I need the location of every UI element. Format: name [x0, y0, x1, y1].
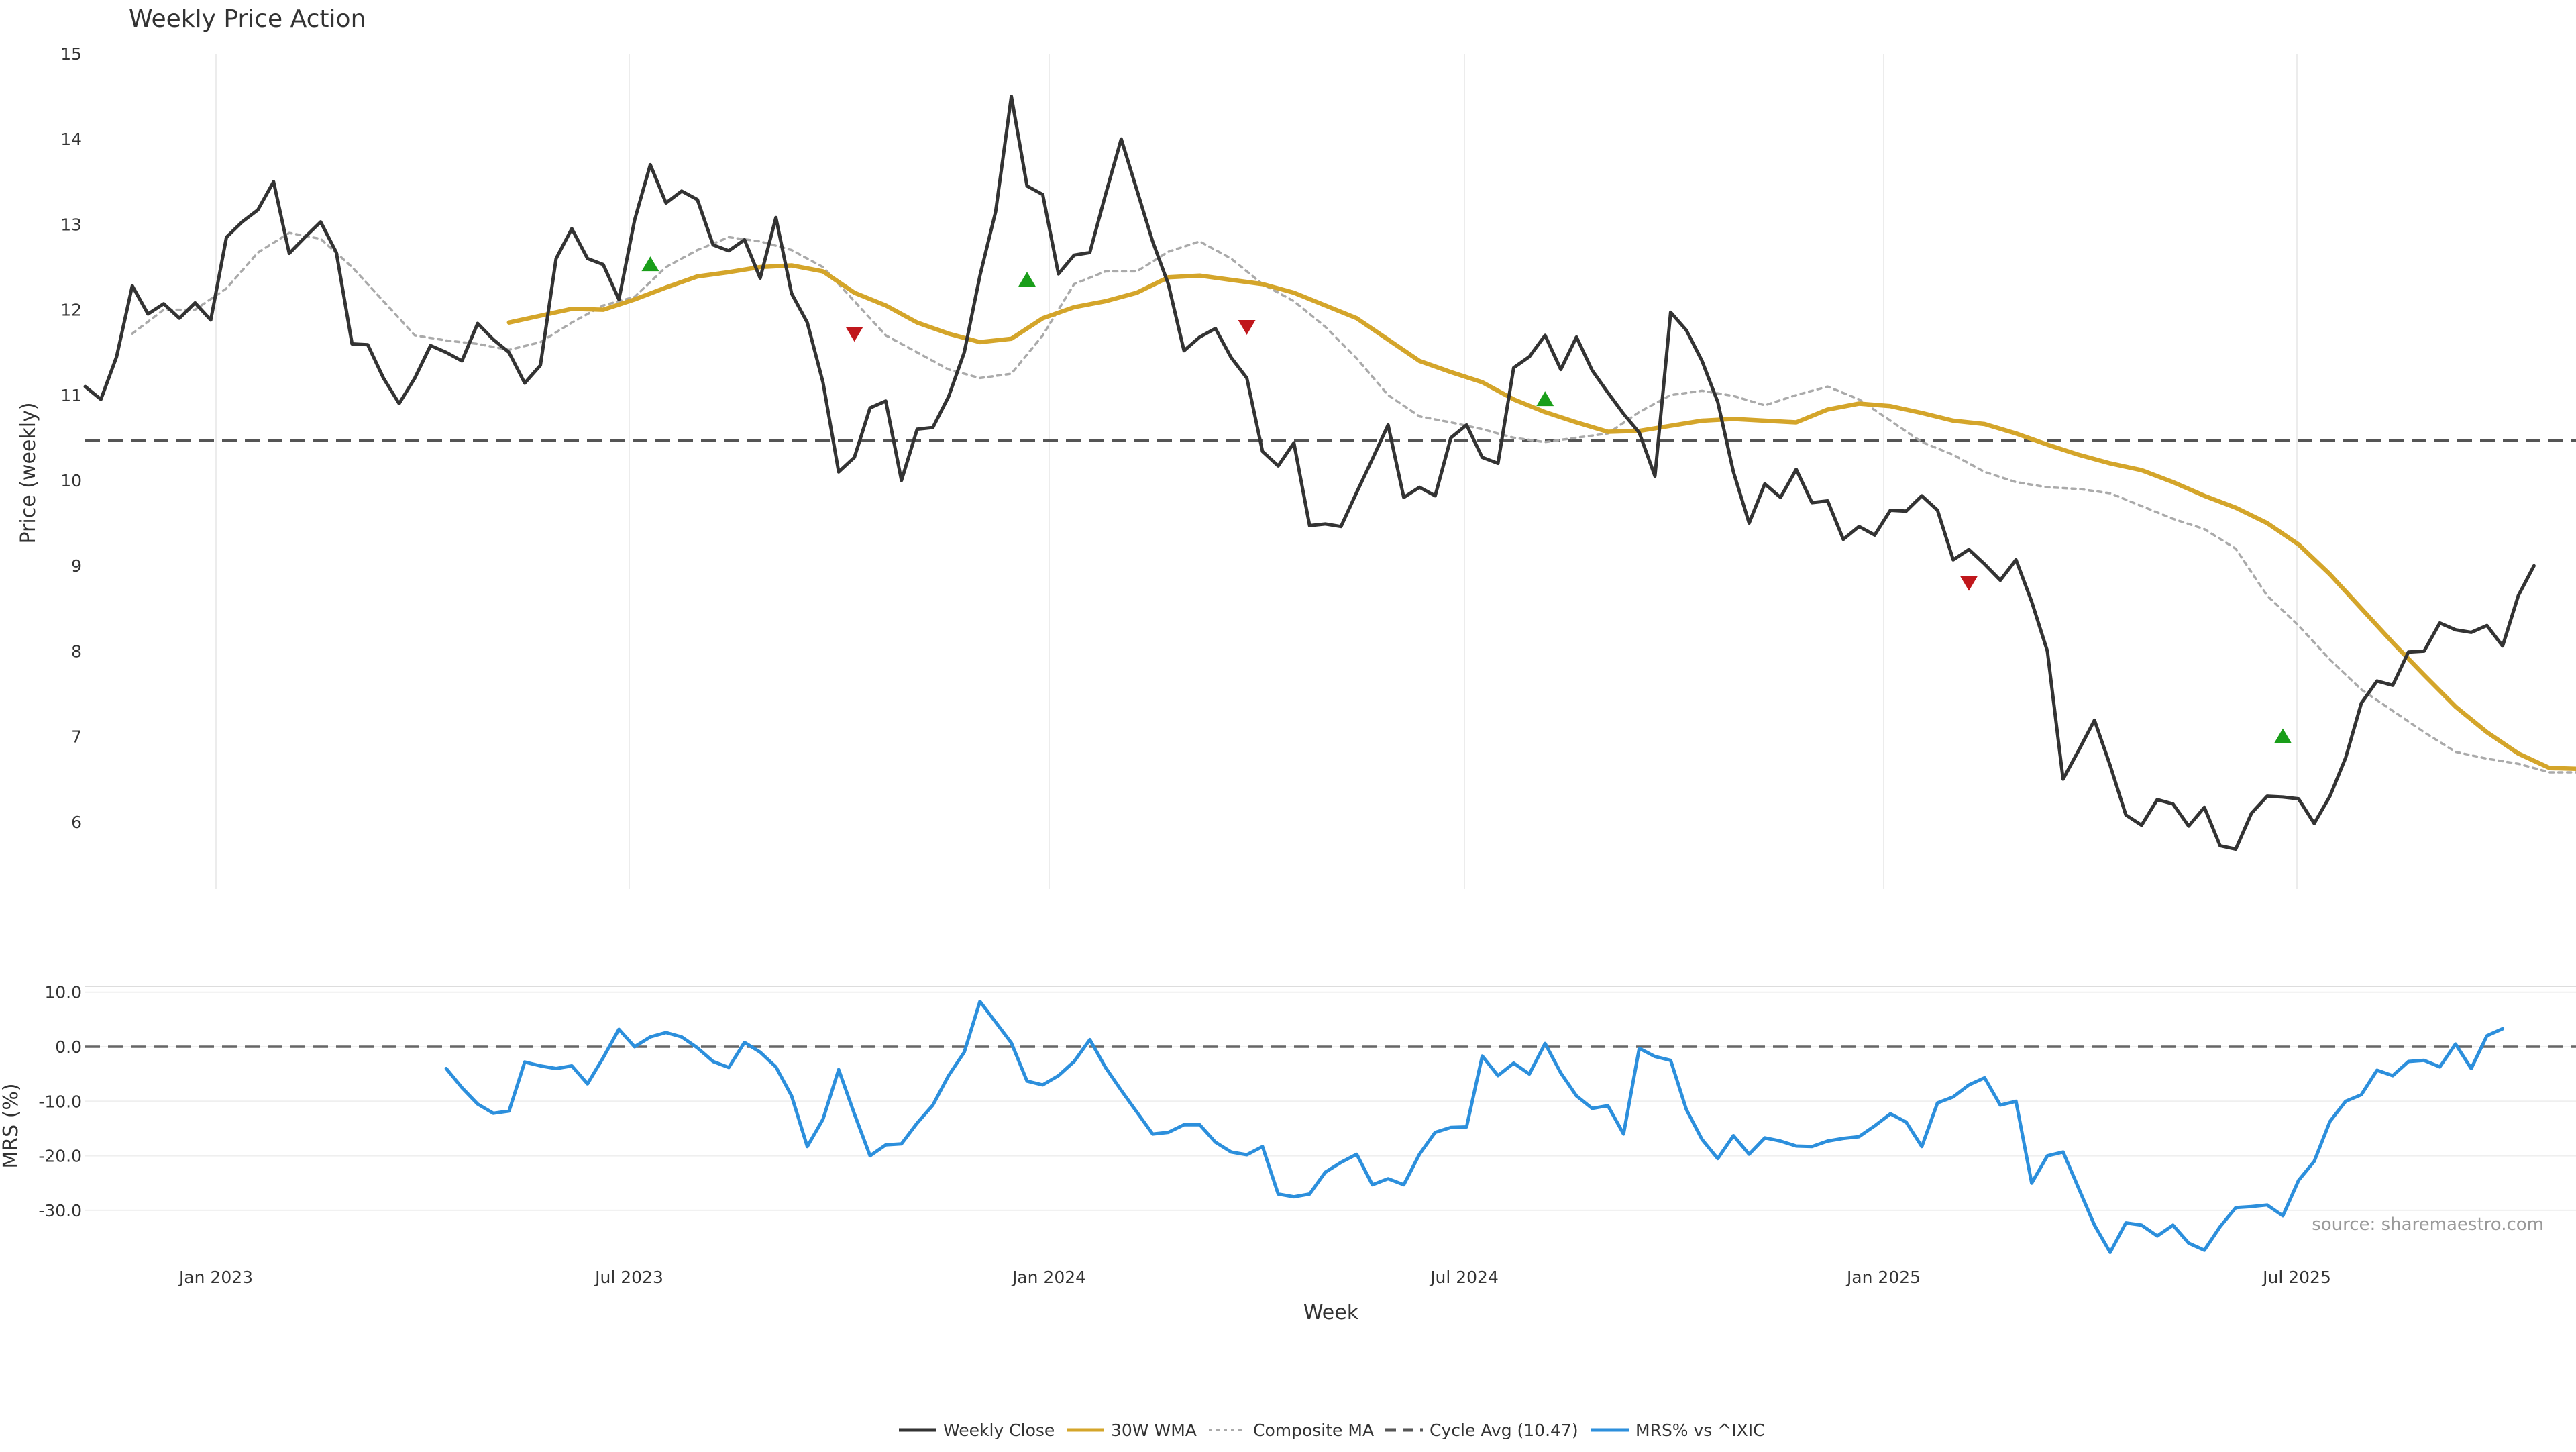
buy-signal-marker	[641, 256, 659, 272]
mrs-y-tick-label: -30.0	[38, 1201, 82, 1221]
buy-signal-marker	[2274, 728, 2292, 743]
price-y-tick-label: 11	[60, 386, 82, 405]
mrs-y-tick-label: 10.0	[44, 983, 82, 1002]
price-y-tick-label: 12	[60, 301, 82, 320]
x-tick-label: Jan 2025	[1845, 1267, 1921, 1287]
price-y-tick-label: 9	[71, 556, 82, 576]
mrs-axis-label: MRS (%)	[0, 1083, 23, 1168]
mrs-line	[444, 1000, 2505, 1254]
x-tick-label: Jul 2024	[1429, 1267, 1499, 1287]
price-y-tick-label: 7	[71, 727, 82, 747]
sell-signal-marker	[845, 327, 863, 342]
grid-layer	[85, 54, 2576, 1211]
series-layer	[83, 95, 2576, 1254]
mrs-y-tick-label: -10.0	[38, 1092, 82, 1111]
price-y-tick-label: 10	[60, 471, 82, 490]
x-tick-label: Jan 2024	[1011, 1267, 1086, 1287]
x-tick-label: Jul 2023	[594, 1267, 663, 1287]
composite-ma-line	[131, 231, 2576, 774]
price-y-tick-label: 14	[60, 129, 82, 149]
axis-layer: Jan 2023 Jul 2023 Jan 2024 Jul 2024 Jan 2025…	[38, 44, 2331, 1287]
price-y-tick-label: 8	[71, 641, 82, 661]
legend: Weekly Close 30W WMA Composite MA Cycle Avg…	[899, 1420, 1765, 1440]
price-axis-label: Price (weekly)	[17, 402, 40, 543]
signal-markers	[641, 256, 2292, 743]
legend-label: 30W WMA	[1111, 1420, 1197, 1440]
weekly-close-line	[83, 95, 2536, 851]
x-axis-label: Week	[1303, 1301, 1359, 1325]
price-y-tick-label: 13	[60, 215, 82, 234]
x-tick-label: Jan 2023	[178, 1267, 253, 1287]
mrs-y-tick-label: 0.0	[55, 1037, 82, 1057]
legend-label: Cycle Avg (10.47)	[1430, 1420, 1578, 1440]
legend-label: MRS% vs ^IXIC	[1635, 1420, 1765, 1440]
price-y-tick-label: 15	[60, 44, 82, 64]
reference-lines	[85, 439, 2576, 1048]
legend-label: Composite MA	[1253, 1420, 1374, 1440]
chart-title: Weekly Price Action	[129, 5, 366, 33]
sell-signal-marker	[1238, 320, 1256, 335]
legend-label: Weekly Close	[943, 1420, 1055, 1440]
sell-signal-marker	[1960, 576, 1978, 591]
x-tick-label: Jul 2025	[2261, 1267, 2331, 1287]
buy-signal-marker	[1536, 391, 1554, 407]
buy-signal-marker	[1018, 272, 1036, 287]
price-y-tick-label: 6	[71, 813, 82, 832]
source-label: source: sharemaestro.com	[2312, 1214, 2544, 1235]
mrs-y-tick-label: -20.0	[38, 1147, 82, 1166]
